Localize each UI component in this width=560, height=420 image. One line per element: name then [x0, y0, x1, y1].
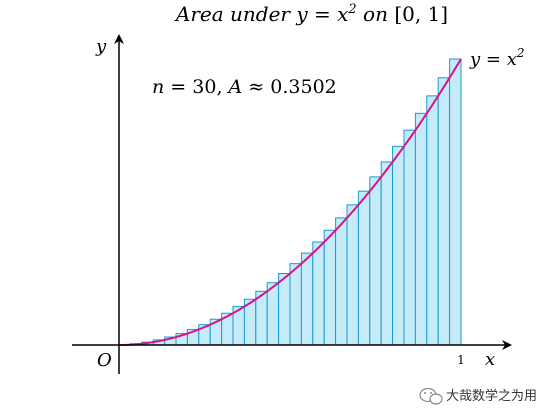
bar-15 — [278, 273, 291, 346]
bar-30 — [449, 58, 462, 346]
bar-27 — [414, 112, 428, 346]
bar-14 — [266, 282, 280, 346]
x-axis-label: x — [485, 349, 495, 370]
sum-annotation: n = 30, A ≈ 0.3502 — [152, 76, 337, 98]
bar-18 — [312, 241, 325, 346]
watermark-text: 大哉数学之为用 — [446, 388, 537, 404]
bar-25 — [392, 145, 405, 346]
chart-title: Area under y = x2 on [0, 1] — [174, 2, 448, 26]
bar-28 — [426, 95, 439, 346]
bar-26 — [403, 129, 416, 346]
origin-label: O — [97, 350, 112, 371]
function-curve — [118, 58, 462, 346]
curve-label: y = x2 — [469, 46, 525, 70]
bar-21 — [346, 204, 359, 346]
watermark: 大哉数学之为用 — [419, 387, 537, 405]
bar-17 — [300, 252, 314, 346]
bar-20 — [335, 217, 348, 346]
bar-29 — [437, 77, 451, 346]
riemann-bars — [118, 58, 462, 346]
x-tick-label-1: 1 — [457, 353, 465, 367]
bar-19 — [323, 229, 337, 346]
bar-13 — [255, 290, 268, 346]
y-axis-label: y — [95, 36, 107, 57]
bar-23 — [369, 176, 382, 346]
bar-24 — [380, 161, 394, 346]
bar-16 — [289, 263, 302, 346]
bar-22 — [357, 190, 371, 346]
wechat-icon — [419, 387, 443, 405]
